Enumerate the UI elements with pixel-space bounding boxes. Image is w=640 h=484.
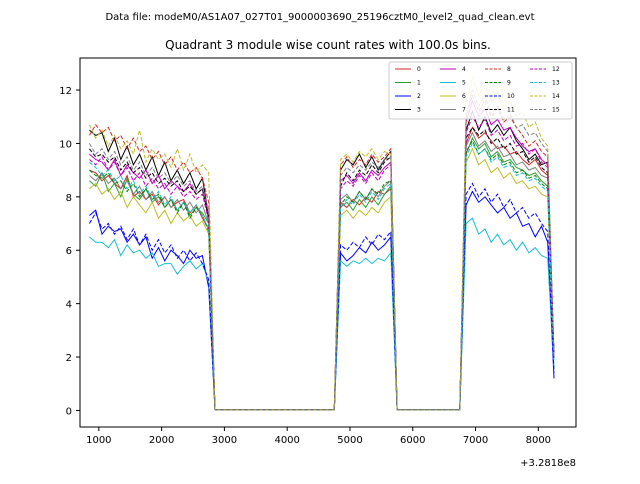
x-tick-label: 6000 bbox=[400, 435, 425, 446]
x-tick-label: 7000 bbox=[463, 435, 488, 446]
x-tick-label: 1000 bbox=[86, 435, 111, 446]
y-tick-label: 0 bbox=[66, 406, 72, 417]
x-tick-label: 5000 bbox=[337, 435, 362, 446]
legend-label-4: 4 bbox=[462, 66, 466, 73]
x-tick-label: 4000 bbox=[274, 435, 299, 446]
series-line-11 bbox=[89, 126, 555, 411]
legend-label-15: 15 bbox=[552, 107, 560, 114]
y-axis: 0 2 4 6 8 10 12 bbox=[59, 86, 80, 417]
legend-label-11: 11 bbox=[507, 107, 515, 114]
x-tick-label: 2000 bbox=[149, 435, 174, 446]
legend-label-14: 14 bbox=[552, 93, 560, 100]
series-line-8 bbox=[88, 93, 555, 411]
series-line-10 bbox=[88, 182, 555, 411]
legend-label-13: 13 bbox=[552, 80, 560, 87]
legend-label-6: 6 bbox=[462, 93, 466, 100]
x-axis: 1000 2000 3000 4000 5000 6000 7000 8000 bbox=[86, 427, 551, 446]
suptitle: Data file: modeM0/AS1A07_027T01_90000036… bbox=[105, 12, 534, 23]
y-tick-label: 10 bbox=[59, 139, 72, 150]
legend-label-9: 9 bbox=[507, 80, 511, 87]
chart-title: Quadrant 3 module wise count rates with … bbox=[165, 38, 491, 52]
legend-label-3: 3 bbox=[417, 107, 421, 114]
legend-label-8: 8 bbox=[507, 66, 511, 73]
legend-label-1: 1 bbox=[417, 80, 421, 87]
legend-label-5: 5 bbox=[462, 80, 466, 87]
legend-label-10: 10 bbox=[507, 93, 515, 100]
y-tick-label: 2 bbox=[66, 353, 72, 364]
legend-frame bbox=[388, 61, 573, 120]
legend-label-12: 12 bbox=[552, 66, 560, 73]
legend-label-7: 7 bbox=[462, 107, 466, 114]
x-offset-label: +3.2818e8 bbox=[520, 458, 576, 469]
y-tick-label: 8 bbox=[66, 193, 72, 204]
legend-label-0: 0 bbox=[417, 66, 421, 73]
y-tick-label: 6 bbox=[66, 246, 72, 257]
series-line-13 bbox=[89, 142, 555, 411]
x-tick-label: 8000 bbox=[526, 435, 551, 446]
axes-frame bbox=[79, 57, 577, 428]
y-tick-label: 4 bbox=[66, 300, 72, 311]
y-tick-label: 12 bbox=[59, 86, 72, 97]
legend-label-2: 2 bbox=[417, 93, 421, 100]
x-tick-label: 3000 bbox=[212, 435, 237, 446]
